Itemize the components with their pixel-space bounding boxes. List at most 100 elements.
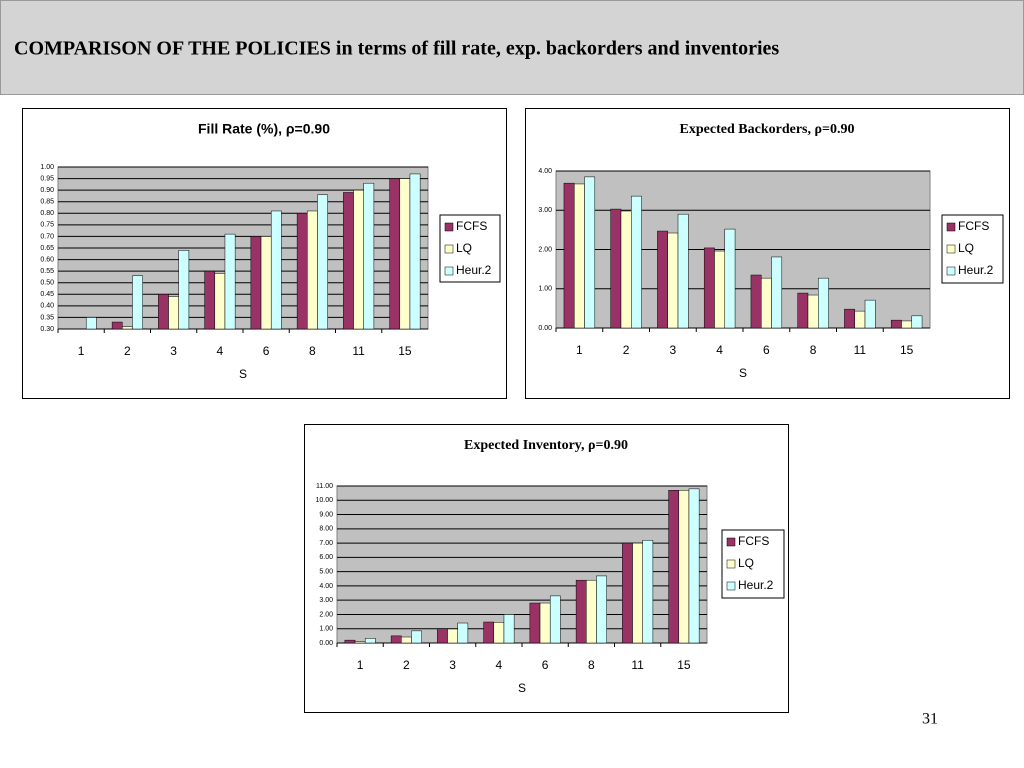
y-tick-label: 0.80 [40, 210, 54, 217]
bar [389, 178, 401, 330]
x-tick-label: 4 [217, 344, 224, 358]
bar [596, 575, 607, 644]
y-tick-label: 1.00 [538, 286, 552, 293]
bar [642, 539, 654, 644]
y-tick-label: 0.00 [319, 640, 333, 647]
x-tick-label: 11 [631, 658, 644, 672]
y-tick-label: 10.00 [315, 497, 333, 504]
bar [122, 326, 133, 330]
bar [168, 296, 179, 330]
bar [204, 270, 216, 330]
legend-label: Heur.2 [958, 263, 994, 277]
bar [270, 210, 282, 330]
legend-label: LQ [738, 556, 754, 570]
x-tick-label: 3 [170, 344, 177, 358]
legend-swatch [726, 559, 736, 569]
bar [457, 622, 469, 644]
x-tick-label: 3 [670, 343, 677, 357]
bar [447, 628, 458, 644]
bar [688, 488, 700, 644]
legend-swatch [444, 266, 454, 276]
bar [844, 308, 855, 329]
y-tick-label: 0.40 [40, 303, 54, 310]
legend-swatch [726, 537, 736, 547]
x-tick-label: 2 [403, 658, 410, 672]
bar [724, 228, 736, 329]
bar [586, 579, 597, 644]
legend-label: FCFS [738, 534, 769, 548]
bar [854, 310, 866, 329]
y-tick-label: 0.90 [40, 187, 54, 194]
bar [632, 542, 643, 644]
x-tick-label: 1 [78, 344, 85, 358]
x-tick-label: 15 [398, 344, 412, 358]
bar [158, 294, 169, 330]
y-tick-label: 6.00 [319, 554, 333, 561]
bar [667, 232, 679, 329]
legend-swatch [444, 244, 454, 254]
bar [807, 294, 819, 329]
bar [307, 210, 318, 330]
x-axis-label: S [518, 681, 526, 695]
x-tick-label: 11 [854, 343, 867, 357]
bar [399, 178, 411, 330]
legend-label: Heur.2 [456, 263, 492, 277]
x-tick-label: 6 [263, 344, 270, 358]
bar [677, 213, 689, 329]
bar [750, 274, 762, 329]
y-tick-label: 2.00 [319, 611, 333, 618]
bar [343, 192, 354, 330]
x-tick-label: 4 [716, 343, 723, 357]
bar [539, 602, 551, 644]
bar [111, 321, 123, 330]
bar [529, 602, 541, 644]
y-tick-label: 0.55 [40, 268, 54, 275]
bar [260, 236, 272, 330]
y-tick-label: 0.95 [40, 175, 54, 182]
bar [401, 636, 412, 644]
page-number: 31 [922, 711, 938, 728]
bar [631, 195, 642, 329]
bar [911, 315, 923, 329]
y-tick-label: 8.00 [319, 526, 333, 533]
y-tick-label: 1.00 [319, 626, 333, 633]
bar [890, 319, 902, 329]
y-tick-label: 0.30 [40, 326, 54, 333]
y-tick-label: 2.00 [538, 246, 552, 253]
y-tick-label: 0.65 [40, 245, 54, 252]
bar [610, 208, 622, 329]
legend-label: LQ [958, 241, 974, 255]
bar [563, 182, 575, 329]
y-tick-label: 0.45 [40, 291, 54, 298]
bar [703, 247, 715, 329]
y-tick-label: 0.85 [40, 199, 54, 206]
x-tick-label: 15 [900, 343, 914, 357]
bar [390, 635, 402, 644]
y-tick-label: 3.00 [319, 597, 333, 604]
slide-title: COMPARISON OF THE POLICIES in terms of f… [14, 38, 779, 60]
legend-swatch [946, 244, 956, 254]
bar [353, 189, 364, 330]
bar [411, 630, 422, 644]
legend-label: Heur.2 [738, 578, 774, 592]
legend-swatch [726, 581, 736, 591]
y-tick-label: 3.00 [538, 207, 552, 214]
legend-label: LQ [456, 241, 472, 255]
bar [409, 173, 421, 330]
bar [503, 614, 515, 644]
x-tick-label: 6 [763, 343, 770, 357]
y-tick-label: 0.35 [40, 314, 54, 321]
bar [483, 621, 495, 644]
bar [354, 641, 366, 644]
legend-label: FCFS [958, 219, 989, 233]
x-tick-label: 3 [449, 658, 456, 672]
bar [437, 628, 448, 644]
y-tick-label: 9.00 [319, 511, 333, 518]
bar [364, 638, 376, 644]
bar [620, 210, 632, 329]
chart-title: Expected Inventory, ρ=0.90 [464, 438, 628, 453]
x-tick-label: 1 [576, 343, 583, 357]
y-tick-label: 0.75 [40, 222, 54, 229]
